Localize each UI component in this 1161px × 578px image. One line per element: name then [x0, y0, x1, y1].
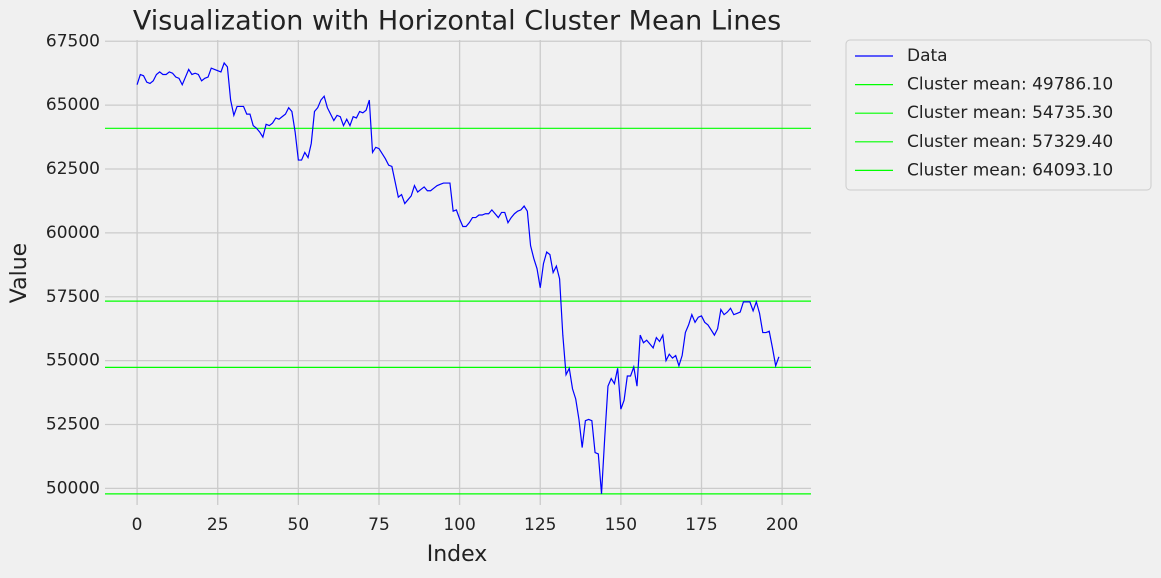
legend-label: Data [907, 46, 948, 66]
y-tick-label: 65000 [46, 95, 100, 115]
legend-label: Cluster mean: 49786.10 [907, 75, 1113, 95]
x-tick-label: 100 [443, 515, 475, 535]
x-tick-label: 200 [766, 515, 798, 535]
legend-label: Cluster mean: 64093.10 [907, 160, 1113, 180]
y-tick-label: 50000 [46, 478, 100, 498]
x-tick-label: 175 [685, 515, 717, 535]
chart-title: Visualization with Horizontal Cluster Me… [133, 6, 781, 37]
y-tick-label: 52500 [46, 415, 100, 435]
x-tick-label: 75 [368, 515, 390, 535]
legend-box [845, 39, 1152, 191]
x-tick-label: 0 [132, 515, 143, 535]
y-tick-label: 55000 [46, 351, 100, 371]
y-tick-label: 67500 [46, 31, 100, 51]
x-axis-label: Index [427, 542, 488, 567]
legend-label: Cluster mean: 57329.40 [907, 132, 1113, 152]
y-axis-label: Value [7, 243, 32, 303]
x-tick-label: 150 [605, 515, 637, 535]
y-tick-label: 60000 [46, 223, 100, 243]
x-tick-label: 25 [207, 515, 229, 535]
x-tick-label: 125 [524, 515, 556, 535]
data-line [136, 61, 780, 494]
y-tick-label: 57500 [46, 287, 100, 307]
legend-label: Cluster mean: 54735.30 [907, 103, 1113, 123]
y-tick-label: 62500 [46, 159, 100, 179]
x-tick-label: 50 [288, 515, 310, 535]
